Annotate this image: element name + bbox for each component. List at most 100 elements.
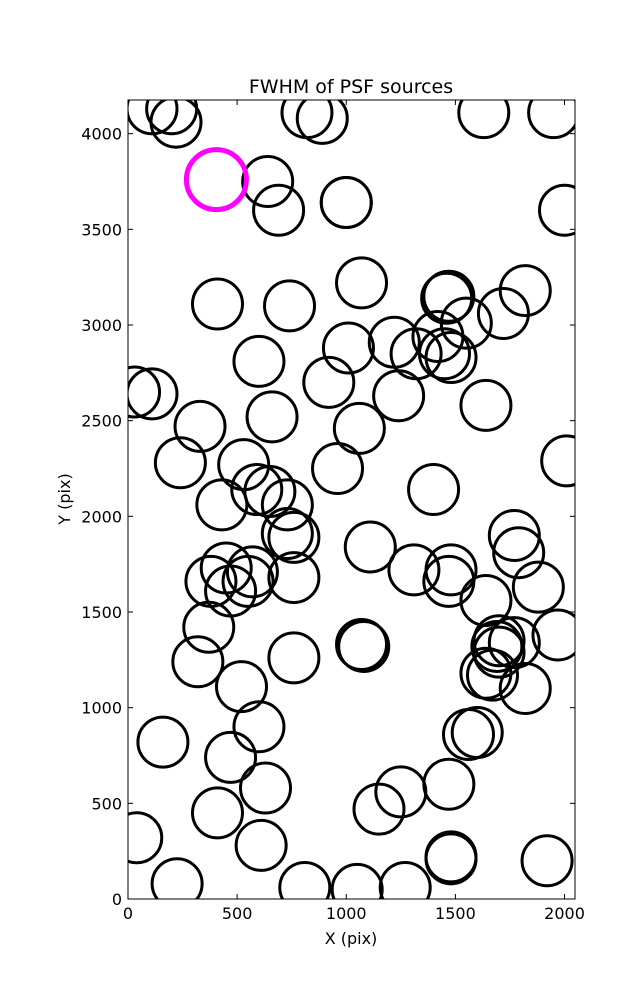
y-axis-ticks: 0 500 1000 1500 2000 2500 3000 3500 4000 bbox=[81, 125, 575, 909]
source-marker bbox=[221, 554, 275, 608]
source-marker bbox=[302, 355, 356, 409]
source-marker bbox=[260, 478, 314, 532]
source-marker bbox=[470, 619, 524, 673]
source-marker bbox=[472, 614, 526, 668]
y-tick-label: 4000 bbox=[81, 125, 122, 144]
source-marker bbox=[232, 334, 286, 388]
source-marker bbox=[424, 331, 478, 385]
source-marker bbox=[204, 730, 258, 784]
chart-title: FWHM of PSF sources bbox=[249, 76, 453, 98]
data-markers bbox=[128, 100, 575, 899]
source-marker bbox=[531, 608, 575, 662]
source-marker bbox=[492, 526, 546, 580]
source-marker bbox=[511, 560, 565, 614]
source-marker bbox=[389, 327, 443, 381]
source-marker bbox=[487, 508, 541, 562]
x-tick-label: 2000 bbox=[544, 904, 585, 923]
source-marker bbox=[378, 861, 432, 899]
source-marker bbox=[465, 648, 519, 702]
source-marker bbox=[540, 434, 575, 488]
source-marker bbox=[407, 463, 461, 517]
source-marker bbox=[267, 551, 321, 605]
source-marker bbox=[343, 520, 397, 574]
source-marker bbox=[263, 279, 317, 333]
source-marker bbox=[214, 660, 268, 714]
highlight-source-marker bbox=[183, 147, 249, 213]
source-marker bbox=[173, 399, 227, 453]
source-marker bbox=[230, 463, 284, 517]
source-marker bbox=[387, 543, 441, 597]
y-tick-label: 1500 bbox=[81, 603, 122, 622]
source-marker bbox=[424, 830, 478, 884]
source-marker bbox=[527, 100, 575, 140]
source-marker bbox=[459, 378, 513, 432]
source-marker bbox=[234, 818, 288, 872]
x-tick-label: 1000 bbox=[326, 904, 367, 923]
x-tick-label: 0 bbox=[123, 904, 133, 923]
source-marker bbox=[190, 277, 244, 331]
y-tick-label: 3500 bbox=[81, 220, 122, 239]
source-marker bbox=[184, 554, 238, 608]
x-tick-label: 1500 bbox=[435, 904, 476, 923]
source-marker bbox=[128, 100, 179, 136]
y-tick-label: 2500 bbox=[81, 412, 122, 431]
source-marker bbox=[337, 619, 391, 673]
source-marker bbox=[241, 155, 295, 209]
source-marker bbox=[457, 100, 511, 140]
source-marker bbox=[422, 757, 476, 811]
y-tick-label: 0 bbox=[112, 890, 122, 909]
source-marker bbox=[182, 600, 236, 654]
source-marker bbox=[225, 545, 279, 599]
source-marker bbox=[417, 327, 471, 381]
y-tick-label: 2000 bbox=[81, 507, 122, 526]
x-axis-ticks: 0 500 1000 1500 2000 bbox=[123, 100, 585, 923]
source-marker bbox=[538, 183, 575, 237]
source-marker bbox=[352, 782, 406, 836]
source-marker bbox=[171, 635, 225, 689]
source-marker bbox=[195, 478, 249, 532]
y-tick-label: 3000 bbox=[81, 316, 122, 335]
source-marker bbox=[520, 834, 574, 888]
y-tick-label: 500 bbox=[91, 794, 122, 813]
source-marker bbox=[319, 176, 373, 230]
source-marker bbox=[311, 442, 365, 496]
source-marker bbox=[422, 269, 476, 323]
source-marker bbox=[239, 761, 293, 815]
source-marker bbox=[498, 662, 552, 716]
source-marker bbox=[252, 183, 306, 237]
source-marker bbox=[217, 438, 271, 492]
source-marker bbox=[330, 862, 384, 899]
source-marker bbox=[476, 287, 530, 341]
source-marker bbox=[190, 786, 244, 840]
source-marker bbox=[332, 401, 386, 455]
source-marker bbox=[150, 857, 204, 899]
source-marker bbox=[267, 510, 321, 564]
source-marker bbox=[450, 706, 504, 760]
source-marker bbox=[374, 765, 428, 819]
source-marker bbox=[267, 631, 321, 685]
source-marker bbox=[128, 811, 164, 865]
source-marker bbox=[128, 367, 179, 421]
plot-frame bbox=[127, 99, 576, 900]
source-marker bbox=[128, 365, 162, 419]
source-marker bbox=[422, 554, 476, 608]
source-marker bbox=[245, 390, 299, 444]
source-marker bbox=[498, 264, 552, 318]
source-marker bbox=[243, 464, 297, 518]
source-marker bbox=[232, 700, 286, 754]
source-marker bbox=[335, 256, 389, 310]
y-axis-title: Y (pix) bbox=[55, 473, 74, 525]
source-marker bbox=[295, 100, 349, 145]
x-axis-title: X (pix) bbox=[325, 929, 378, 948]
source-marker bbox=[278, 861, 332, 899]
source-marker bbox=[439, 296, 493, 350]
source-marker bbox=[149, 100, 203, 149]
source-marker bbox=[321, 321, 375, 375]
y-tick-label: 1000 bbox=[81, 699, 122, 718]
x-tick-label: 500 bbox=[222, 904, 253, 923]
source-marker bbox=[136, 715, 190, 769]
source-marker bbox=[424, 543, 478, 597]
source-marker bbox=[153, 436, 207, 490]
source-marker bbox=[335, 618, 389, 672]
